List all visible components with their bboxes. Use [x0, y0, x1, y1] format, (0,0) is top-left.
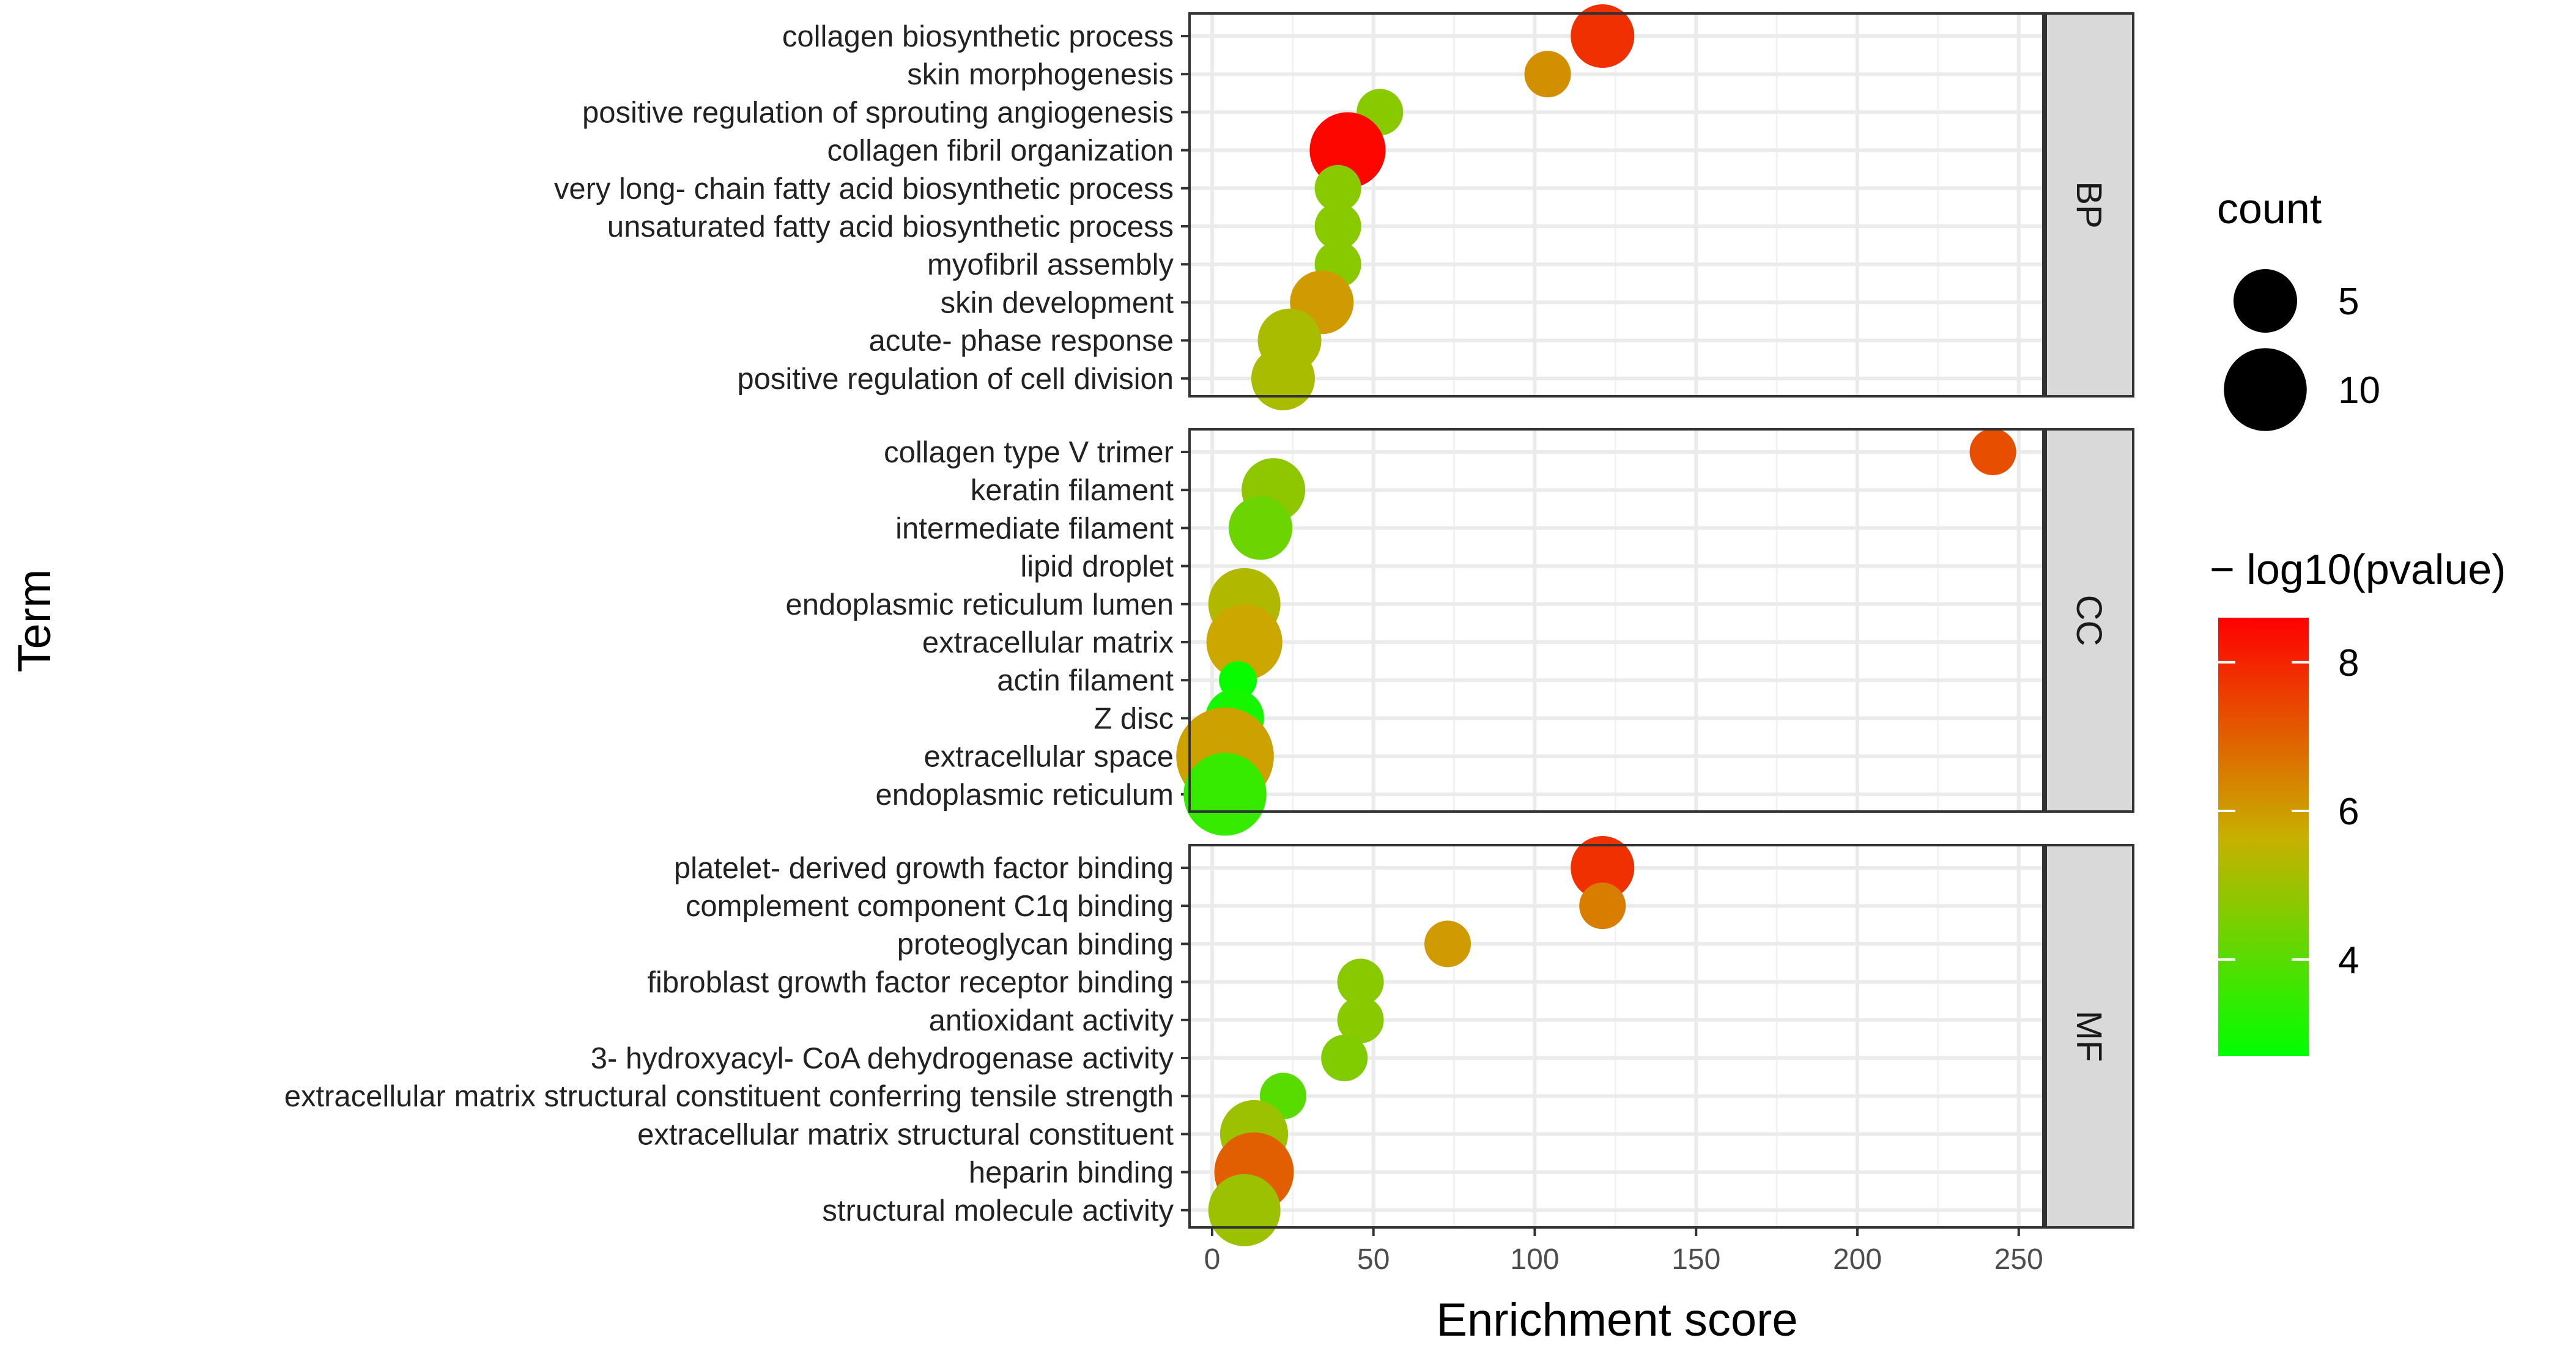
term-label-3-hydroxyacyl-coa-dehydrogenase-activity: 3- hydroxyacyl- CoA dehydrogenase activi… — [591, 1042, 1174, 1075]
x-tick-label: 250 — [1994, 1243, 2043, 1276]
point-skin-morphogenesis — [1524, 51, 1571, 98]
term-label-antioxidant-activity: antioxidant activity — [929, 1004, 1174, 1037]
point-intermediate-filament — [1229, 496, 1293, 560]
point-unsaturated-fatty-acid-biosynthetic-process — [1314, 202, 1361, 250]
colorbar-tick-label: 4 — [2338, 939, 2359, 982]
facet-panels: collagen biosynthetic process skin morpho… — [284, 4, 2134, 1246]
facet-strip-label-cc: CC — [2069, 595, 2109, 646]
term-label-extracellular-matrix: extracellular matrix — [922, 626, 1174, 659]
term-label-complement-component-c1q-binding: complement component C1q binding — [686, 890, 1174, 923]
colorbar-tick-label: 8 — [2338, 642, 2359, 684]
term-label-heparin-binding: heparin binding — [969, 1156, 1174, 1189]
term-label-lipid-droplet: lipid droplet — [1020, 550, 1174, 583]
point-proteoglycan-binding — [1424, 920, 1471, 967]
x-tick-label: 50 — [1357, 1243, 1390, 1276]
point-collagen-type-v-trimer — [1969, 428, 2016, 476]
term-label-fibroblast-growth-factor-receptor-binding: fibroblast growth factor receptor bindin… — [647, 966, 1174, 999]
term-label-collagen-fibril-organization: collagen fibril organization — [827, 135, 1174, 168]
x-tick-label: 200 — [1833, 1243, 1882, 1276]
term-label-extracellular-matrix-structural-constituent: extracellular matrix structural constitu… — [637, 1118, 1174, 1151]
term-label-very-long-chain-fatty-acid-biosynthetic-process: very long- chain fatty acid biosynthetic… — [554, 172, 1174, 205]
term-label-unsaturated-fatty-acid-biosynthetic-process: unsaturated fatty acid biosynthetic proc… — [607, 210, 1174, 243]
y-axis-title: Term — [9, 569, 61, 673]
term-label-endoplasmic-reticulum: endoplasmic reticulum — [876, 779, 1174, 812]
facet-strip-label-mf: MF — [2069, 1011, 2109, 1062]
term-label-acute-phase-response: acute- phase response — [869, 325, 1174, 358]
point-platelet-derived-growth-factor-binding — [1571, 835, 1635, 900]
x-axis-title: Enrichment score — [1436, 1294, 1797, 1346]
point-structural-molecule-activity — [1208, 1174, 1281, 1246]
pvalue-legend: − log10(pvalue) 4 6 8 — [2210, 546, 2506, 1056]
point-positive-regulation-of-cell-division — [1251, 346, 1316, 410]
term-label-keratin-filament: keratin filament — [971, 474, 1174, 507]
point-complement-component-c1q-binding — [1579, 882, 1626, 930]
count-legend-key — [2233, 268, 2298, 333]
point-antioxidant-activity — [1337, 996, 1384, 1043]
term-label-skin-morphogenesis: skin morphogenesis — [907, 58, 1174, 91]
count-legend-key — [2224, 348, 2307, 431]
x-axis: 0 50 100 150 200 250 — [1204, 1227, 2043, 1276]
pvalue-legend-title: − log10(pvalue) — [2210, 546, 2506, 593]
point-collagen-biosynthetic-process — [1571, 4, 1635, 68]
term-label-proteoglycan-binding: proteoglycan binding — [897, 928, 1174, 961]
count-legend-label: 10 — [2338, 369, 2380, 412]
panel-background — [1190, 429, 2045, 812]
x-tick-label: 100 — [1510, 1243, 1559, 1276]
colorbar-tick-label: 6 — [2338, 791, 2359, 833]
term-label-myofibril-assembly: myofibril assembly — [927, 248, 1174, 281]
term-label-intermediate-filament: intermediate filament — [895, 512, 1174, 545]
count-legend-label: 5 — [2338, 281, 2359, 323]
term-label-endoplasmic-reticulum-lumen: endoplasmic reticulum lumen — [785, 588, 1174, 621]
term-label-z-disc: Z disc — [1094, 702, 1174, 735]
term-label-collagen-type-v-trimer: collagen type V trimer — [884, 436, 1174, 469]
point-extracellular-matrix — [1206, 604, 1282, 681]
facet-strip-label-bp: BP — [2069, 181, 2109, 228]
point-fibroblast-growth-factor-receptor-binding — [1337, 958, 1384, 1005]
facet-panel-bp: collagen biosynthetic process skin morpho… — [554, 4, 2134, 410]
point-very-long-chain-fatty-acid-biosynthetic-process — [1314, 165, 1361, 212]
term-label-positive-regulation-of-cell-division: positive regulation of cell division — [737, 363, 1174, 396]
term-label-extracellular-space: extracellular space — [923, 741, 1174, 774]
term-label-platelet-derived-growth-factor-binding: platelet- derived growth factor binding — [674, 852, 1174, 885]
facet-strip — [2043, 844, 2134, 1229]
term-label-positive-regulation-of-sprouting-angiogenesis: positive regulation of sprouting angioge… — [582, 96, 1174, 129]
pvalue-colorbar — [2218, 618, 2309, 1056]
x-tick-label: 150 — [1671, 1243, 1720, 1276]
point-endoplasmic-reticulum — [1183, 753, 1267, 836]
facet-panel-cc: collagen type V trimer keratin filament in… — [785, 428, 2134, 836]
point-3-hydroxyacyl-coa-dehydrogenase-activity — [1321, 1034, 1368, 1082]
term-label-extracellular-matrix-structural-constituent-conferring-tensile-strength: extracellular matrix structural constitu… — [284, 1080, 1174, 1113]
count-legend: count 5 10 — [2217, 185, 2380, 431]
facet-panel-mf: platelet- derived growth factor binding c… — [284, 835, 2134, 1246]
facet-strip — [2043, 12, 2134, 398]
facet-strip — [2043, 428, 2134, 813]
term-label-structural-molecule-activity: structural molecule activity — [822, 1194, 1174, 1227]
x-tick-label: 0 — [1204, 1243, 1221, 1276]
term-label-skin-development: skin development — [941, 286, 1174, 319]
term-label-collagen-biosynthetic-process: collagen biosynthetic process — [782, 20, 1174, 53]
term-label-actin-filament: actin filament — [997, 664, 1174, 697]
count-legend-title: count — [2217, 185, 2322, 232]
